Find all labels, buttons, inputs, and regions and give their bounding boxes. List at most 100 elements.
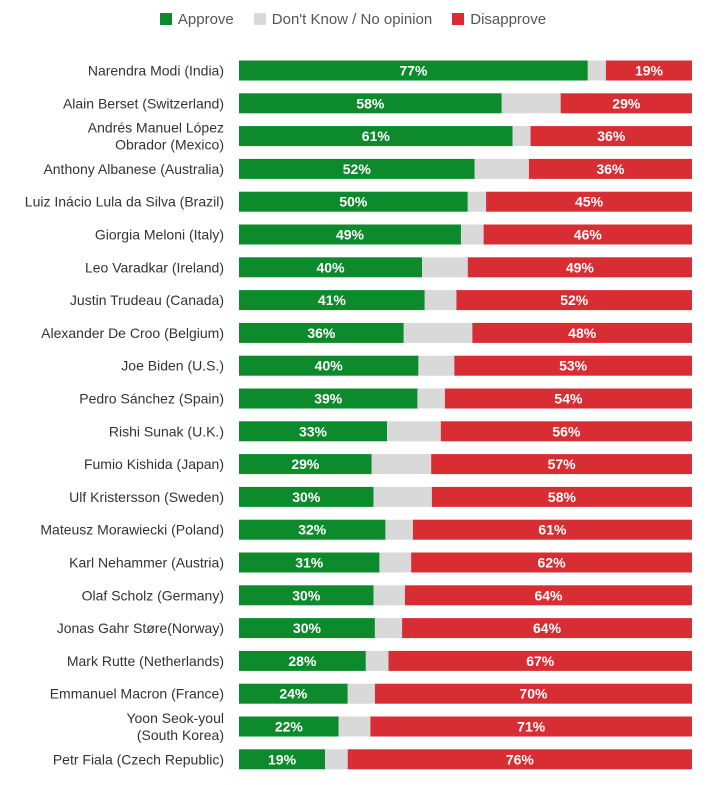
category-label: Yoon Seok-youl (South Korea)	[126, 710, 224, 743]
category-label: Mateusz Morawiecki (Poland)	[40, 522, 224, 538]
category-label-line: Jonas Gahr Støre(Norway)	[57, 620, 224, 636]
category-label: Mark Rutte (Netherlands)	[67, 653, 224, 669]
data-label: 46%	[574, 227, 603, 243]
category-label-line: Alain Berset (Switzerland)	[63, 95, 224, 111]
data-label: 70%	[519, 686, 548, 702]
bar-approve	[239, 388, 418, 409]
category-label-line: (South Korea)	[137, 727, 224, 743]
bar-approve	[239, 224, 461, 245]
bar-don-t-know-no-opinion	[387, 421, 441, 442]
category-label-line: Karl Nehammer (Austria)	[69, 555, 224, 571]
data-label: 40%	[315, 358, 344, 374]
data-label: 50%	[339, 194, 368, 210]
bar-don-t-know-no-opinion	[325, 749, 348, 770]
bar-approve	[239, 93, 502, 114]
data-label: 30%	[293, 620, 322, 636]
bar-disapprove	[483, 224, 692, 245]
data-label: 45%	[575, 194, 604, 210]
data-label: 24%	[279, 686, 308, 702]
data-label: 40%	[317, 259, 346, 275]
legend-swatch	[159, 13, 172, 25]
bar-disapprove	[411, 552, 692, 573]
bar-disapprove	[456, 290, 692, 311]
category-label: Jonas Gahr Støre(Norway)	[57, 620, 224, 636]
bar-approve	[239, 290, 425, 311]
category-label-line: Mark Rutte (Netherlands)	[67, 653, 224, 669]
legend: Approve Don't Know / No opinion Disapprove	[0, 8, 706, 30]
bar-don-t-know-no-opinion	[338, 716, 371, 737]
bar-disapprove	[560, 93, 692, 114]
data-label: 53%	[559, 358, 588, 374]
data-label: 52%	[560, 292, 589, 308]
bar-approve	[239, 158, 475, 179]
data-label: 36%	[307, 325, 336, 341]
data-label: 41%	[318, 292, 347, 308]
data-label: 33%	[299, 423, 328, 439]
category-label: Andrés Manuel López Obrador (Mexico)	[88, 120, 224, 153]
bar-don-t-know-no-opinion	[365, 650, 389, 671]
bar-disapprove	[605, 60, 692, 81]
data-label: 36%	[596, 161, 625, 177]
bar-don-t-know-no-opinion	[373, 585, 405, 606]
category-label-line: Justin Trudeau (Canada)	[70, 292, 224, 308]
bar-disapprove	[440, 421, 692, 442]
data-label: 52%	[343, 161, 372, 177]
bar-don-t-know-no-opinion	[374, 618, 403, 639]
bar-disapprove	[402, 618, 692, 639]
data-label: 67%	[526, 653, 555, 669]
legend-label: Don't Know / No opinion	[271, 10, 433, 28]
category-label: Rishi Sunak (U.K.)	[109, 423, 224, 439]
bar-approve	[239, 60, 588, 81]
data-label: 61%	[538, 522, 567, 538]
data-label: 19%	[635, 63, 664, 79]
category-label: Joe Biden (U.S.)	[121, 358, 224, 374]
category-label: Alexander De Croo (Belgium)	[41, 325, 224, 341]
bar-disapprove	[388, 650, 692, 671]
legend-item-approve: Approve	[159, 10, 234, 28]
category-label: Justin Trudeau (Canada)	[70, 292, 224, 308]
data-label: 71%	[517, 719, 546, 735]
bar-don-t-know-no-opinion	[512, 126, 531, 147]
bar-approve	[239, 716, 339, 737]
category-label: Olaf Scholz (Germany)	[82, 587, 224, 603]
bar-approve	[239, 585, 374, 606]
data-label: 29%	[291, 456, 320, 472]
data-label: 61%	[362, 128, 391, 144]
data-label: 64%	[534, 587, 563, 603]
bar-approve	[239, 650, 366, 671]
bar-don-t-know-no-opinion	[474, 158, 529, 179]
bar-don-t-know-no-opinion	[417, 388, 445, 409]
bar-disapprove	[374, 683, 692, 704]
data-label: 76%	[506, 751, 535, 767]
category-label-line: Leo Varadkar (Ireland)	[85, 259, 224, 275]
data-label: 57%	[548, 456, 577, 472]
bar-don-t-know-no-opinion	[379, 552, 412, 573]
data-label: 32%	[298, 522, 327, 538]
bar-disapprove	[486, 191, 692, 212]
data-label: 36%	[597, 128, 626, 144]
bar-don-t-know-no-opinion	[418, 355, 455, 376]
bar-don-t-know-no-opinion	[460, 224, 484, 245]
category-label: Leo Varadkar (Ireland)	[85, 259, 224, 275]
bar-disapprove	[431, 454, 692, 475]
category-label-line: Emmanuel Macron (France)	[50, 686, 224, 702]
bar-don-t-know-no-opinion	[587, 60, 606, 81]
bar-disapprove	[454, 355, 692, 376]
category-label-line: Mateusz Morawiecki (Poland)	[40, 522, 224, 538]
bar-disapprove	[431, 486, 692, 507]
bar-approve	[239, 486, 374, 507]
legend-label: Approve	[177, 10, 234, 28]
data-label: 58%	[548, 489, 577, 505]
data-label: 56%	[552, 423, 581, 439]
data-label: 28%	[288, 653, 317, 669]
data-label: 31%	[295, 555, 324, 571]
bar-approve	[239, 454, 372, 475]
bar-don-t-know-no-opinion	[422, 257, 468, 278]
category-label: Narendra Modi (India)	[88, 63, 224, 79]
category-label: Luiz Inácio Lula da Silva (Brazil)	[25, 194, 224, 210]
data-label: 49%	[336, 227, 365, 243]
bar-approve	[239, 191, 468, 212]
category-label: Giorgia Meloni (Italy)	[95, 227, 224, 243]
bar-disapprove	[347, 749, 692, 770]
